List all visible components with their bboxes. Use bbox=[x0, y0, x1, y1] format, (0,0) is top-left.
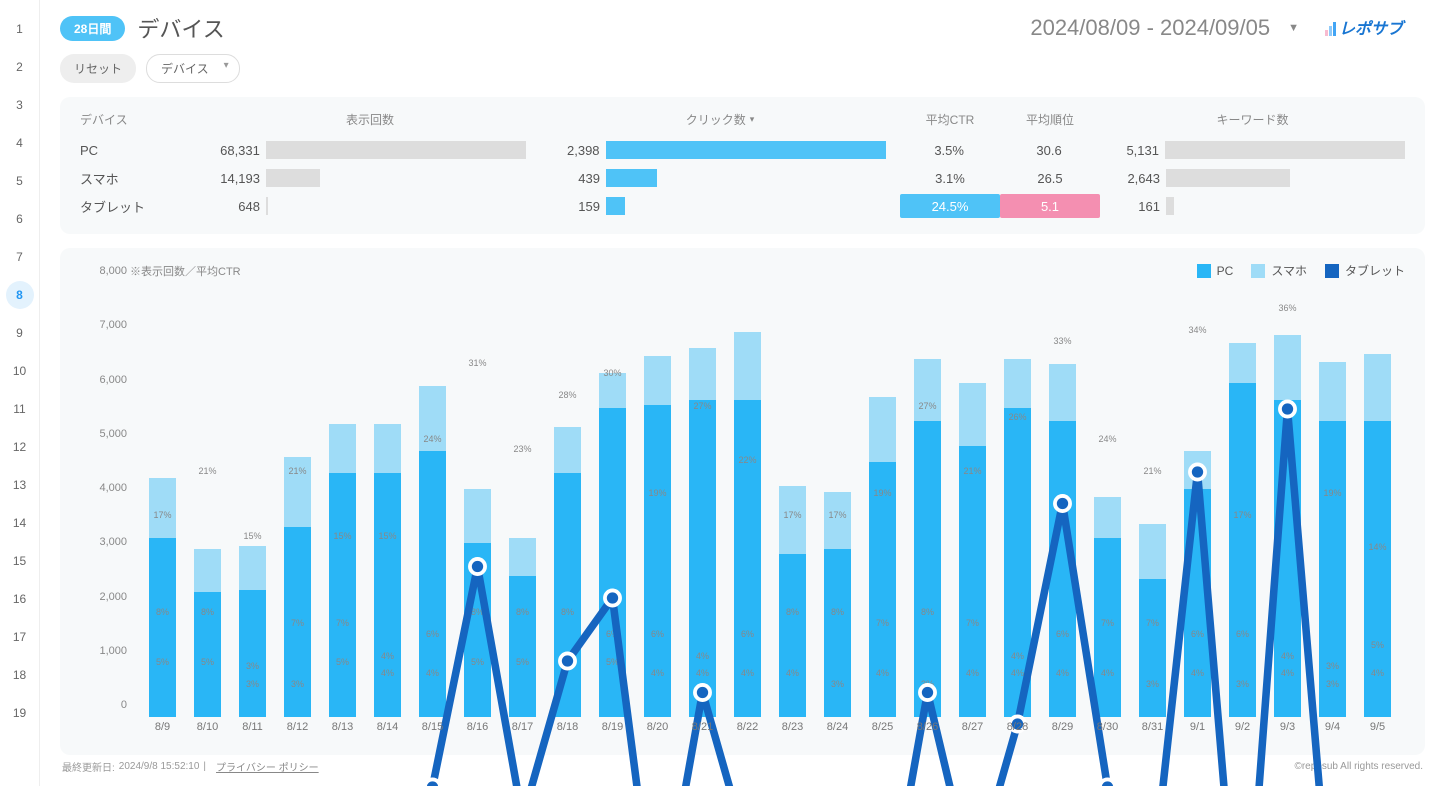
page-title: デバイス bbox=[137, 12, 224, 44]
sidebar-item-4[interactable]: 4 bbox=[6, 129, 34, 157]
main-content: 28日間 デバイス 2024/08/09 - 2024/09/05 ▼ レポサブ… bbox=[40, 0, 1445, 786]
sidebar-item-1[interactable]: 1 bbox=[6, 15, 34, 43]
sidebar-item-15[interactable]: 15 bbox=[6, 547, 34, 575]
chevron-down-icon[interactable]: ▼ bbox=[1288, 22, 1299, 34]
sidebar-item-7[interactable]: 7 bbox=[6, 243, 34, 271]
chart-legend: PC スマホ タブレット bbox=[1197, 262, 1405, 279]
sidebar-item-8[interactable]: 8 bbox=[6, 281, 34, 309]
device-select[interactable]: デバイス bbox=[146, 54, 240, 83]
sidebar-item-16[interactable]: 16 bbox=[6, 585, 34, 613]
logo: レポサブ bbox=[1325, 16, 1425, 40]
chart-panel: ※表示回数／平均CTR PC スマホ タブレット 01,0002,0003,00… bbox=[60, 248, 1425, 755]
date-range[interactable]: 2024/08/09 - 2024/09/05 bbox=[1030, 15, 1270, 41]
sidebar-item-13[interactable]: 13 bbox=[6, 471, 34, 499]
summary-row: PC68,3312,3983.5%30.65,131 bbox=[80, 136, 1405, 164]
sidebar-item-5[interactable]: 5 bbox=[6, 167, 34, 195]
x-axis: 8/98/108/118/128/138/148/158/168/178/188… bbox=[140, 721, 1400, 747]
sidebar-item-14[interactable]: 14 bbox=[6, 509, 34, 537]
sidebar-item-18[interactable]: 18 bbox=[6, 661, 34, 689]
col-clicks[interactable]: クリック数▾ bbox=[540, 111, 900, 128]
summary-table: デバイス 表示回数 クリック数▾ 平均CTR 平均順位 キーワード数 PC68,… bbox=[60, 97, 1425, 234]
legend-sp: スマホ bbox=[1271, 262, 1307, 279]
sidebar-item-19[interactable]: 19 bbox=[6, 699, 34, 727]
col-impressions[interactable]: 表示回数 bbox=[200, 111, 540, 128]
svg-text:レポサブ: レポサブ bbox=[1339, 19, 1406, 38]
summary-row: スマホ14,1934393.1%26.52,643 bbox=[80, 164, 1405, 192]
sidebar: 12345678910111213141516171819 bbox=[0, 0, 40, 786]
sidebar-item-17[interactable]: 17 bbox=[6, 623, 34, 651]
period-badge: 28日間 bbox=[60, 16, 125, 41]
footer-updated-label: 最終更新日: bbox=[62, 759, 115, 774]
col-ctr[interactable]: 平均CTR bbox=[900, 111, 1000, 128]
sidebar-item-10[interactable]: 10 bbox=[6, 357, 34, 385]
col-keywords[interactable]: キーワード数 bbox=[1100, 111, 1405, 128]
col-position[interactable]: 平均順位 bbox=[1000, 111, 1100, 128]
reset-button[interactable]: リセット bbox=[60, 54, 136, 83]
legend-pc: PC bbox=[1217, 264, 1234, 278]
sidebar-item-3[interactable]: 3 bbox=[6, 91, 34, 119]
chart-area: 01,0002,0003,0004,0005,0006,0007,0008,00… bbox=[80, 283, 1405, 747]
controls-row: リセット デバイス bbox=[60, 54, 1425, 83]
sidebar-item-9[interactable]: 9 bbox=[6, 319, 34, 347]
chart-plot: 17%8%5%21%8%5%15%3%3%21%7%3%15%7%5%15%4%… bbox=[140, 283, 1400, 717]
legend-tab: タブレット bbox=[1345, 262, 1405, 279]
page-header: 28日間 デバイス 2024/08/09 - 2024/09/05 ▼ レポサブ bbox=[60, 12, 1425, 44]
sidebar-item-6[interactable]: 6 bbox=[6, 205, 34, 233]
sidebar-item-2[interactable]: 2 bbox=[6, 53, 34, 81]
chart-note: ※表示回数／平均CTR bbox=[130, 263, 241, 279]
sidebar-item-11[interactable]: 11 bbox=[6, 395, 34, 423]
summary-row: タブレット64815924.5%5.1161 bbox=[80, 192, 1405, 220]
col-device: デバイス bbox=[80, 111, 200, 128]
y-axis: 01,0002,0003,0004,0005,0006,0007,0008,00… bbox=[80, 283, 135, 717]
sidebar-item-12[interactable]: 12 bbox=[6, 433, 34, 461]
